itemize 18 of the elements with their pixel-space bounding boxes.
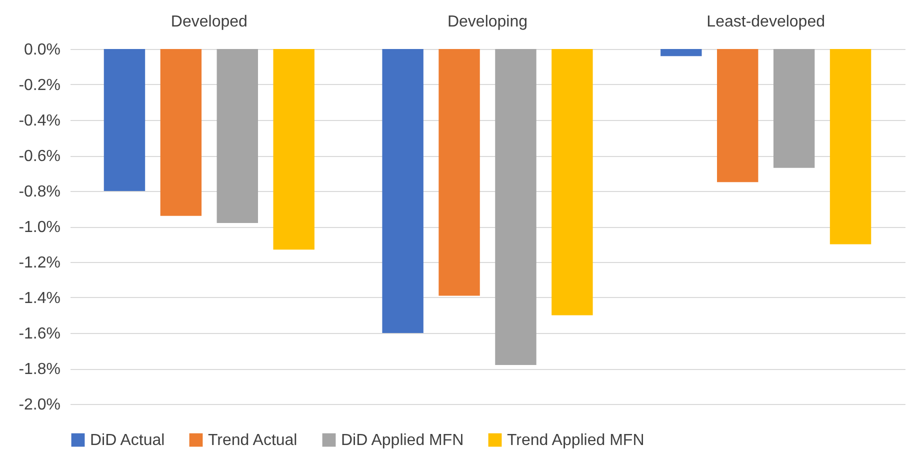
y-tick-label: -1.8% [18,361,60,378]
y-tick-label: -0.6% [18,148,60,165]
y-tick-label: -1.4% [18,290,60,307]
legend-label: DiD Applied MFN [341,432,464,449]
legend-label: Trend Actual [208,432,298,449]
x-tick-label: Developing [447,14,528,30]
y-tick-label: -1.0% [18,219,60,236]
x-tick-label: Developed [170,14,248,30]
y-tick-label: -1.2% [18,254,60,272]
legend-label: Trend Applied MFN [507,432,644,449]
y-tick-label: -2.0% [18,396,60,414]
y-tick-label: -0.2% [18,77,60,94]
y-tick-label: -0.4% [18,112,60,130]
legend-label: DiD Actual [90,432,165,449]
y-tick-label: -1.6% [18,326,60,342]
y-tick-label: 0.0% [24,42,60,58]
x-tick-label: Least-developed [706,14,825,30]
y-tick-label: -0.8% [18,184,60,200]
